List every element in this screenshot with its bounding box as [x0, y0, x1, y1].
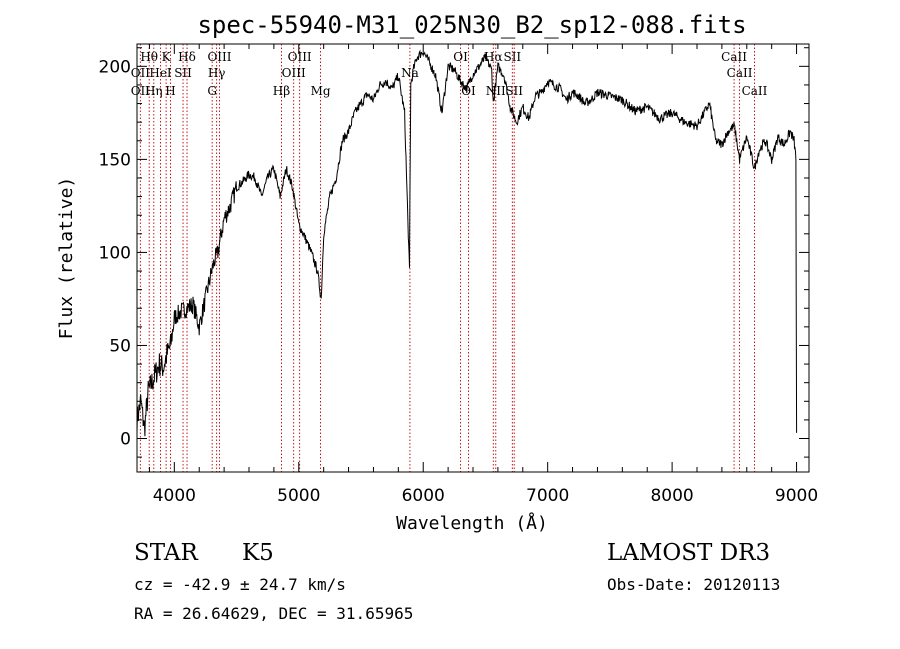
- x-tick-label-4000: 4000: [153, 486, 196, 506]
- marker-label-2: Hδ: [178, 50, 196, 64]
- spectral-line-markers: [139, 44, 755, 472]
- x-axis-ticks: 4000 5000 6000 7000 8000 9000: [148, 44, 818, 506]
- marker-label-0: Hθ: [140, 50, 158, 64]
- x-tick-label-9000: 9000: [775, 486, 818, 506]
- marker-label-17: Hη: [145, 84, 163, 98]
- y-tick-label-100: 100: [99, 243, 131, 263]
- marker-label-24: SII: [505, 84, 523, 98]
- marker-label-9: OII: [131, 66, 151, 80]
- marker-label-10: HeI: [149, 66, 172, 80]
- marker-label-20: Hβ: [273, 84, 290, 98]
- marker-label-7: SII: [503, 50, 521, 64]
- x-tick-label-8000: 8000: [650, 486, 693, 506]
- y-tick-label-50: 50: [109, 336, 131, 356]
- marker-label-11: SII: [174, 66, 192, 80]
- marker-label-18: H: [165, 84, 175, 98]
- obs-date: Obs-Date: 20120113: [607, 575, 781, 594]
- marker-label-1: K: [162, 50, 172, 64]
- marker-label-13: OIII: [282, 66, 306, 80]
- marker-label-19: G: [207, 84, 217, 98]
- marker-label-12: Hγ: [208, 66, 226, 80]
- marker-label-4: OIII: [288, 50, 312, 64]
- survey-name: LAMOST DR3: [607, 540, 771, 566]
- x-tick-label-6000: 6000: [402, 486, 445, 506]
- flux-series: [136, 49, 798, 437]
- y-tick-label-200: 200: [99, 57, 131, 77]
- marker-label-25: CaII: [742, 84, 768, 98]
- y-axis-ticks: 0 50 100 150 200: [99, 47, 809, 458]
- chart-title: spec-55940-M31_025N30_B2_sp12-088.fits: [197, 11, 746, 39]
- x-tick-label-7000: 7000: [526, 486, 569, 506]
- redshift-cz: cz = -42.9 ± 24.7 km/s: [134, 575, 346, 594]
- marker-label-14: Na: [401, 66, 419, 80]
- x-axis-label: Wavelength (Å): [396, 512, 548, 534]
- y-tick-label-0: 0: [120, 430, 131, 450]
- object-class: STAR: [134, 540, 198, 566]
- marker-label-3: OIII: [207, 50, 231, 64]
- marker-label-21: Mg: [311, 84, 331, 98]
- spectrum-chart: spec-55940-M31_025N30_B2_sp12-088.fits H…: [56, 11, 818, 534]
- object-subclass: K5: [242, 540, 274, 566]
- marker-label-23: NII: [486, 84, 506, 98]
- marker-label-16: OII: [131, 84, 151, 98]
- marker-label-15: CaII: [727, 66, 753, 80]
- x-tick-label-5000: 5000: [277, 486, 320, 506]
- flux-line: [136, 49, 798, 437]
- y-axis-label: Flux (relative): [56, 177, 77, 340]
- ra-dec-coords: RA = 26.64629, DEC = 31.65965: [134, 604, 414, 623]
- marker-label-5: OI: [453, 50, 468, 64]
- y-tick-label-150: 150: [99, 150, 131, 170]
- marker-label-8: CaII: [721, 50, 747, 64]
